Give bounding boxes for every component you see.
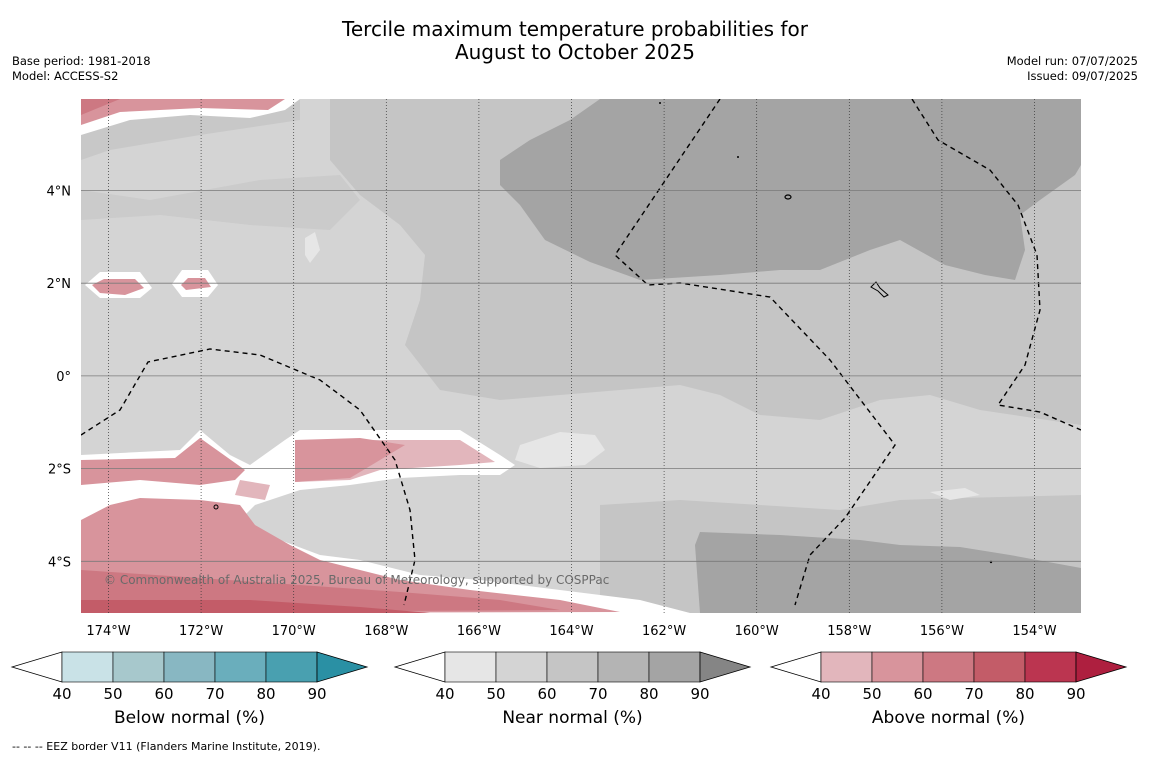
colorbar-upper-arrow xyxy=(699,651,752,683)
meta-left: Base period: 1981-2018 Model: ACCESS-S2 xyxy=(12,54,151,84)
above-normal-40-50-connector xyxy=(235,480,270,500)
colorbar-lower-arrow xyxy=(393,651,446,683)
colorbar-tick-label: 50 xyxy=(862,685,881,700)
colorbar-segment xyxy=(495,651,548,683)
colorbar-below: 40 50 60 70 80 90 xyxy=(10,651,369,700)
colorbar-label-below: Below normal (%) xyxy=(114,708,265,728)
colorbar-tick-label: 60 xyxy=(913,685,932,700)
colorbar-lower-arrow xyxy=(769,651,822,683)
island-dot xyxy=(659,102,661,104)
colorbar-segment xyxy=(648,651,701,683)
longitude-label: 174°W xyxy=(86,624,130,639)
colorbar-lower-arrow xyxy=(10,651,63,683)
near-normal-40-50-patch-west xyxy=(305,232,320,263)
latitude-label: 2°N xyxy=(47,277,72,292)
longitude-label: 156°W xyxy=(920,624,964,639)
colorbar-tick-label: 40 xyxy=(52,685,71,700)
colorbar-segment xyxy=(820,651,873,683)
model-text: Model: ACCESS-S2 xyxy=(12,69,119,83)
near-normal-band-4n xyxy=(81,175,360,230)
colorbar-tick-label: 50 xyxy=(103,685,122,700)
longitude-label: 172°W xyxy=(179,624,223,639)
title-line-2: August to October 2025 xyxy=(454,40,696,64)
colorbar-tick-label: 80 xyxy=(639,685,658,700)
colorbar-upper-arrow xyxy=(316,651,369,683)
map-plot-area: © Commonwealth of Australia 2025, Bureau… xyxy=(81,99,1081,613)
colorbar-legends: 40 50 60 70 80 90 40 50 60 70 80 90 40 50 60 70 80 90 xyxy=(10,651,1128,700)
longitude-label: 162°W xyxy=(642,624,686,639)
colorbar-upper-arrow xyxy=(1075,651,1128,683)
colorbar-segment xyxy=(597,651,650,683)
longitude-label: 168°W xyxy=(364,624,408,639)
above-normal-50-60-small-b xyxy=(181,278,211,290)
colorbar-segment xyxy=(871,651,924,683)
eez-footnote: -- -- -- EEZ border V11 (Flanders Marine… xyxy=(12,740,321,753)
colorbar-segment xyxy=(444,651,497,683)
colorbar-segment xyxy=(214,651,267,683)
latitude-label: 0° xyxy=(56,370,71,385)
colorbar-segment xyxy=(163,651,216,683)
above-normal-50-60-south-mid xyxy=(295,438,405,482)
near-normal-40-50-patch xyxy=(515,432,605,468)
colorbar-segment xyxy=(546,651,599,683)
longitude-labels: 174°W 172°W 170°W 168°W 166°W 164°W 162°W 160°W… xyxy=(86,624,1056,639)
colorbar-above: 40 50 60 70 80 90 xyxy=(769,651,1128,700)
meta-right: Model run: 07/07/2025 Issued: 09/07/2025 xyxy=(1007,54,1138,84)
eez-border-east xyxy=(911,99,1081,431)
colorbar-tick-label: 80 xyxy=(256,685,275,700)
latitude-label: 4°S xyxy=(48,555,71,570)
near-normal-70-80-south xyxy=(695,532,1081,613)
eez-border-central xyxy=(614,99,896,606)
colorbar-segment xyxy=(1024,651,1077,683)
longitude-label: 164°W xyxy=(549,624,593,639)
latitude-label: 2°S xyxy=(48,463,71,478)
map-title: Tercile maximum temperature probabilitie… xyxy=(0,18,1150,64)
above-normal-50-60-north xyxy=(81,99,285,125)
latitude-gridlines xyxy=(81,190,1081,562)
longitude-label: 158°W xyxy=(827,624,871,639)
colorbar-segment xyxy=(973,651,1026,683)
colorbar-tick-label: 90 xyxy=(307,685,326,700)
above-normal-70-80-south xyxy=(81,600,430,613)
colorbar-tick-label: 50 xyxy=(486,685,505,700)
island-outline-south xyxy=(213,504,219,510)
longitude-label: 166°W xyxy=(457,624,501,639)
eez-border-west xyxy=(81,348,416,606)
above-normal-60-70-north xyxy=(81,99,120,115)
colorbar-segment xyxy=(265,651,318,683)
colorbar-tick-label: 90 xyxy=(1066,685,1085,700)
probability-map: © Commonwealth of Australia 2025, Bureau… xyxy=(10,99,1128,700)
colorbar-tick-label: 60 xyxy=(154,685,173,700)
colorbar-segment xyxy=(61,651,114,683)
latitude-label: 4°N xyxy=(47,185,72,200)
colorbar-tick-label: 90 xyxy=(690,685,709,700)
model-run-text: Model run: 07/07/2025 xyxy=(1006,54,1138,68)
longitude-label: 160°W xyxy=(735,624,779,639)
colorbar-tick-label: 70 xyxy=(588,685,607,700)
map-credit: © Commonwealth of Australia 2025, Bureau… xyxy=(104,573,609,587)
longitude-label: 170°W xyxy=(272,624,316,639)
colorbar-tick-label: 40 xyxy=(435,685,454,700)
base-period-text: Base period: 1981-2018 xyxy=(12,54,151,68)
colorbar-tick-label: 70 xyxy=(964,685,983,700)
island-outline-kiritimati xyxy=(870,281,889,298)
colorbar-segment xyxy=(112,651,165,683)
near-normal-40-50-patch-east xyxy=(930,488,980,500)
colorbar-tick-label: 60 xyxy=(537,685,556,700)
island-dot xyxy=(737,156,739,158)
title-line-1: Tercile maximum temperature probabilitie… xyxy=(342,17,808,41)
colorbar-label-above: Above normal (%) xyxy=(871,708,1026,728)
near-normal-70-80-north xyxy=(500,99,1081,280)
above-normal-50-60-south-west xyxy=(81,438,245,485)
colorbar-tick-label: 80 xyxy=(1015,685,1034,700)
colorbar-tick-label: 40 xyxy=(811,685,830,700)
colorbar-label-near: Near normal (%) xyxy=(502,708,643,728)
colorbar-segment xyxy=(922,651,975,683)
longitude-label: 154°W xyxy=(1012,624,1056,639)
latitude-labels: 4°N 2°N 0° 2°S 4°S xyxy=(47,185,72,571)
colorbar-near: 40 50 60 70 80 90 xyxy=(393,651,752,700)
colorbar-tick-label: 70 xyxy=(205,685,224,700)
island-outline xyxy=(784,194,792,200)
issued-text: Issued: 09/07/2025 xyxy=(1027,69,1138,83)
